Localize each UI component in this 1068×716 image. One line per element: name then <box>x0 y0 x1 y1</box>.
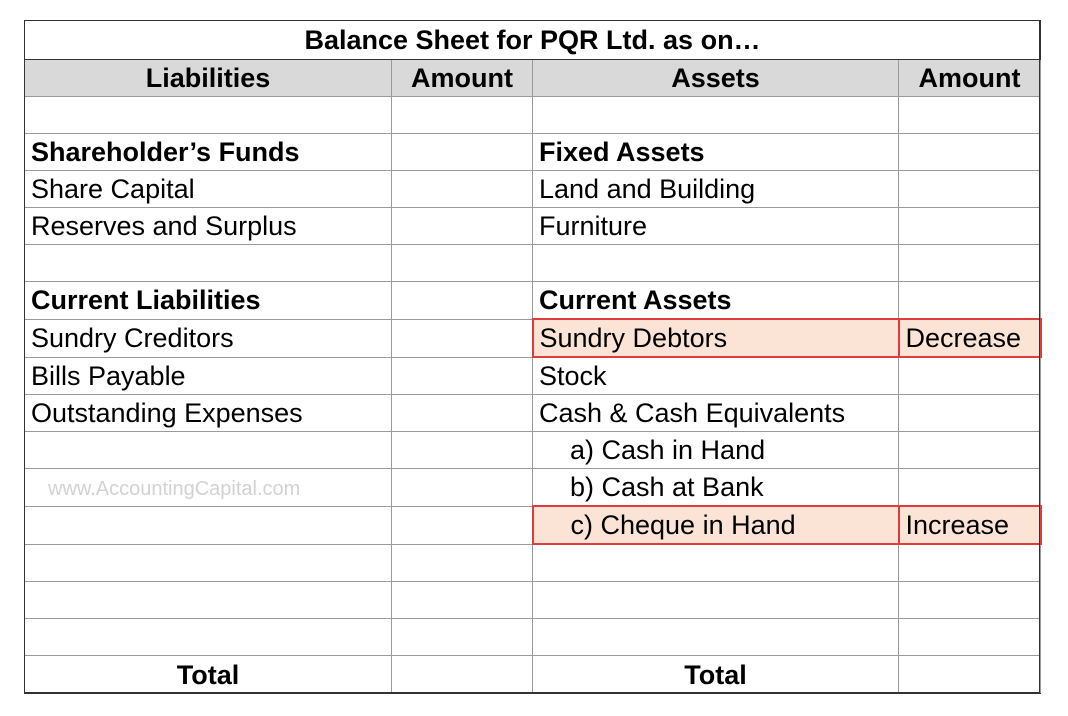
asset-section-heading: Fixed Assets <box>532 133 899 171</box>
asset-amount-cell <box>897 543 1042 582</box>
table-row: Bills Payable Stock <box>24 356 1042 395</box>
highlighted-asset-cell: c) Cheque in Hand <box>531 505 900 545</box>
liability-amount-cell <box>391 170 533 208</box>
liability-amount-cell <box>391 543 533 582</box>
liability-cell <box>24 431 392 469</box>
asset-amount-cell <box>897 133 1042 171</box>
liability-amount-cell <box>391 431 533 469</box>
asset-amount-cell <box>897 244 1042 282</box>
asset-amount-cell <box>897 468 1042 507</box>
asset-amount-cell <box>897 618 1042 656</box>
total-row: Total Total <box>24 655 1042 694</box>
watermark-text: www.AccountingCapital.com <box>48 478 301 500</box>
liability-amount-cell <box>391 618 533 656</box>
asset-sub-item: a) Cash in Hand <box>532 431 899 469</box>
liability-cell <box>24 96 392 134</box>
table-row <box>24 581 1042 619</box>
asset-amount-cell <box>897 96 1042 134</box>
header-amount-right: Amount <box>897 59 1042 97</box>
header-amount-left: Amount <box>391 59 533 97</box>
asset-amount-cell <box>897 207 1042 245</box>
balance-sheet-title: Balance Sheet for PQR Ltd. as on… <box>23 20 1042 60</box>
liability-cell: Bills Payable <box>24 356 392 395</box>
asset-amount-cell <box>897 356 1042 395</box>
asset-cell: Stock <box>532 356 899 395</box>
table-row <box>24 244 1042 282</box>
table-row: Shareholder’s Funds Fixed Assets <box>24 133 1042 171</box>
liability-cell: Reserves and Surplus <box>24 207 392 245</box>
highlighted-asset-cell: Sundry Debtors <box>531 318 900 358</box>
liability-amount-cell <box>391 281 533 320</box>
liability-amount-cell <box>391 244 533 282</box>
asset-amount-cell <box>897 581 1042 619</box>
liability-cell: Sundry Creditors <box>24 318 392 358</box>
asset-cell <box>532 543 899 582</box>
table-row: Current Liabilities Current Assets <box>24 281 1042 320</box>
asset-amount-cell <box>897 394 1042 432</box>
liability-amount-cell <box>391 581 533 619</box>
asset-cell: Land and Building <box>532 170 899 208</box>
liability-cell <box>24 581 392 619</box>
total-liabilities-amount <box>391 655 533 694</box>
asset-amount-cell <box>897 431 1042 469</box>
asset-cell: Furniture <box>532 207 899 245</box>
asset-amount-cell <box>897 170 1042 208</box>
total-assets-label: Total <box>532 655 899 694</box>
header-row: Liabilities Amount Assets Amount <box>24 59 1042 97</box>
table-row: Outstanding Expenses Cash & Cash Equival… <box>24 394 1042 432</box>
table-row: a) Cash in Hand <box>24 431 1042 469</box>
header-assets: Assets <box>532 59 899 97</box>
liability-amount-cell <box>391 505 533 545</box>
highlighted-amount-cell: Increase <box>897 505 1042 545</box>
table-row: c) Cheque in Hand Increase <box>24 505 1042 545</box>
total-assets-amount <box>897 655 1042 694</box>
asset-cell: Cash & Cash Equivalents <box>532 394 899 432</box>
liability-amount-cell <box>391 356 533 395</box>
table-row: Share Capital Land and Building <box>24 170 1042 208</box>
liability-cell <box>24 505 392 545</box>
asset-cell <box>532 618 899 656</box>
balance-sheet-table: Balance Sheet for PQR Ltd. as on… Liabil… <box>23 20 1042 694</box>
asset-cell <box>532 244 899 282</box>
header-liabilities: Liabilities <box>24 59 392 97</box>
liability-cell: Outstanding Expenses <box>24 394 392 432</box>
liability-section-heading: Shareholder’s Funds <box>24 133 392 171</box>
asset-cell <box>532 581 899 619</box>
liability-cell <box>24 244 392 282</box>
asset-section-heading: Current Assets <box>532 281 899 320</box>
liability-amount-cell <box>391 133 533 171</box>
liability-amount-cell <box>391 468 533 507</box>
table-row <box>24 96 1042 134</box>
table-row <box>24 543 1042 582</box>
highlighted-amount-cell: Decrease <box>897 318 1042 358</box>
asset-amount-cell <box>897 281 1042 320</box>
liability-amount-cell <box>391 96 533 134</box>
total-liabilities-label: Total <box>24 655 392 694</box>
liability-amount-cell <box>391 207 533 245</box>
asset-cell <box>532 96 899 134</box>
liability-amount-cell <box>391 318 533 358</box>
liability-section-heading: Current Liabilities <box>24 281 392 320</box>
table-row: Sundry Creditors Sundry Debtors Decrease <box>24 318 1042 358</box>
liability-cell <box>24 618 392 656</box>
table-row <box>24 618 1042 656</box>
table-row: Reserves and Surplus Furniture <box>24 207 1042 245</box>
liability-amount-cell <box>391 394 533 432</box>
asset-sub-item: b) Cash at Bank <box>532 468 899 507</box>
liability-cell <box>24 543 392 582</box>
liability-cell: Share Capital <box>24 170 392 208</box>
